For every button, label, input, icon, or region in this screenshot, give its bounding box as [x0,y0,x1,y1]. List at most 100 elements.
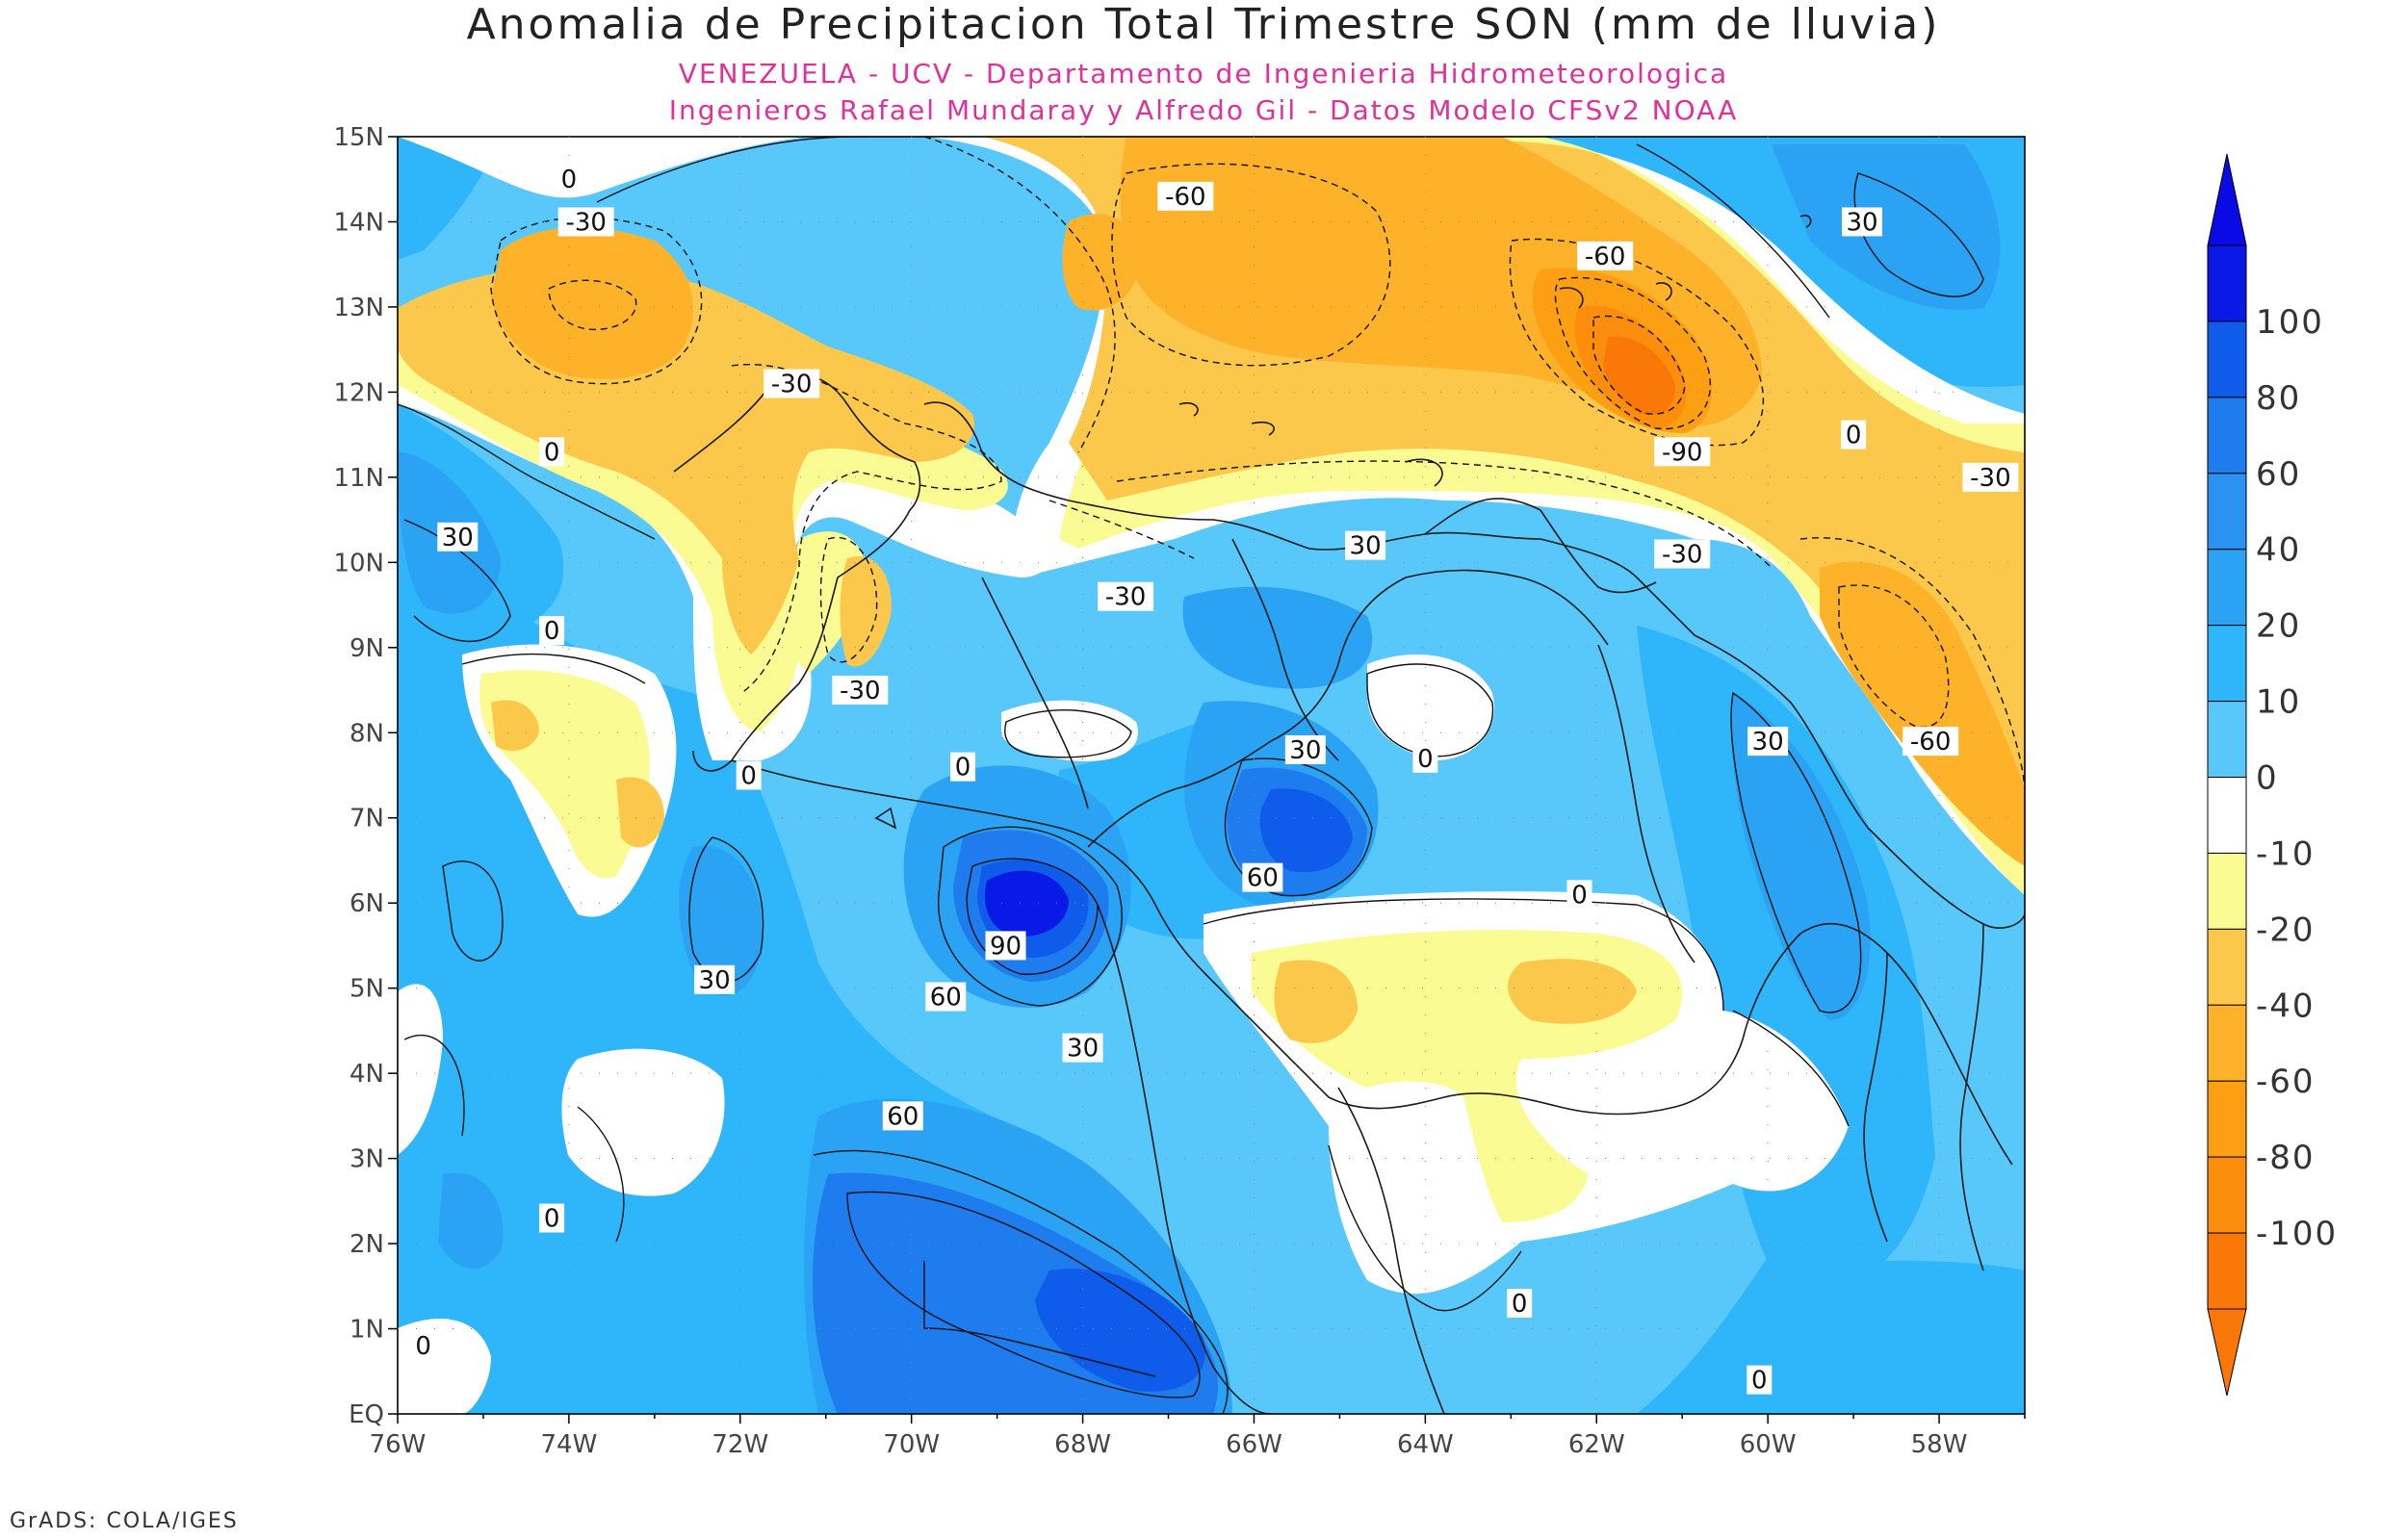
colorbar-label: -80 [2256,1139,2316,1177]
contour-label-bg [410,1331,436,1361]
contour-label: -30 [565,208,606,237]
colorbar-label: 100 [2256,303,2324,342]
colorbar-swatch [2207,549,2247,627]
lon-tick-label: 58W [1911,1430,1968,1459]
contour-label-bg [437,522,479,552]
colorbar-swatch [2207,625,2247,703]
contour-label: -30 [1970,464,2010,493]
contour-label-bg [882,1101,923,1131]
colorbar-swatch [2207,1080,2247,1158]
contour-label: -30 [1662,540,1702,569]
contour-label-bg [1098,581,1154,611]
lon-tick-label: 72W [712,1430,768,1459]
contour-label-bg [1345,530,1386,560]
contour-label-bg [1747,727,1789,757]
lat-tick-label: 9N [349,634,384,663]
contour-label-bg [556,165,582,194]
contour-label: 60 [887,1102,919,1131]
lat-tick-label: 12N [333,378,384,407]
contour-label-bg [832,676,889,706]
map-title: Anomalia de Precipitacion Total Trimestr… [466,0,1941,49]
lat-tick-label: 3N [349,1145,384,1174]
contour-label: -90 [1662,438,1702,467]
contour-label: 0 [415,1332,431,1361]
plot-frame [397,136,2026,1415]
contour-labels: 0 -30 -60 -60 30 -30 0 -90 0 -30 30 30 -30 -30 0 -30 30 -… [410,165,2019,1396]
colorbar-swatch [2207,321,2247,398]
contour-label: 0 [1571,881,1588,910]
colorbar-under-arrow [2207,1308,2247,1397]
lon-tick-label: 66W [1226,1430,1282,1459]
contour-label: 0 [1751,1367,1768,1396]
contour-label-bg [694,964,736,994]
contour-label-bg [539,1203,565,1233]
grads-credit: GrADS: COLA/IGES [10,1509,239,1533]
colorbar-label: -100 [2256,1215,2338,1253]
contour-label-bg [539,616,565,646]
lat-tick-label: 1N [349,1316,384,1345]
contour-label-bg [539,437,565,467]
colorbar-swatch [2207,1232,2247,1310]
contour-label: -60 [1585,243,1625,271]
subtitle-line-2: Ingenieros Rafael Mundaray y Alfredo Gil… [668,94,1739,126]
contour-label-bg [1902,727,1959,757]
contour-label-bg [557,207,614,237]
colorbar-swatch [2207,397,2247,475]
colorbar-label: 20 [2256,607,2301,646]
contour-label: 30 [1752,728,1784,757]
lat-tick-label: 4N [349,1060,384,1089]
colorbar-label: -40 [2256,987,2316,1025]
colorbar-label: 60 [2256,455,2301,494]
contour-label-bg [1566,880,1592,910]
colorbar-swatch [2207,852,2247,930]
contour-label: 0 [1846,422,1862,450]
contour-label-bg [1284,734,1326,764]
contour-label: 30 [1846,208,1877,237]
lat-tick-label: 8N [349,719,384,748]
contour-label-bg [985,931,1026,961]
contour-label: 0 [1512,1290,1528,1319]
colorbar-swatch [2207,1156,2247,1234]
contour-label: 0 [544,617,560,646]
contour-label: 0 [740,762,757,791]
colorbar-swatch [2207,1004,2247,1082]
contour-label-bg [1577,241,1634,270]
lon-tick-label: 60W [1740,1430,1797,1459]
subtitle-line-1: VENEZUELA - UCV - Departamento de Ingeni… [678,58,1729,90]
lat-tick-label: 15N [333,123,384,152]
colorbar-over-arrow [2207,153,2247,246]
contour-label: 30 [442,524,474,552]
lon-tick-label: 74W [540,1430,597,1459]
contour-label-bg [1242,862,1283,892]
longitude-axis: 76W 74W 72W 70W 68W 66W 64W 62W 60W 58W [370,137,2026,1459]
colorbar-label: 0 [2256,759,2279,798]
contour-label: -30 [771,371,812,399]
contour-lines [398,137,1984,1414]
colorbar-swatch [2207,701,2247,778]
contour-label-bg [1654,437,1711,467]
lat-tick-label: 13N [333,294,384,322]
contour-label: -60 [1910,728,1951,757]
contour-label: 0 [955,754,971,783]
contour-label: 30 [699,966,731,995]
colorbar-label: 10 [2256,683,2301,722]
contour-label-bg [950,752,976,782]
lat-tick-label: 7N [349,805,384,834]
colorbar-label: -10 [2256,834,2316,873]
contour-label-bg [1841,420,1867,449]
contour-label: 60 [930,984,962,1013]
lat-tick-label: 10N [333,549,384,578]
colorbar-swatch [2207,928,2247,1006]
contour-label-bg [1412,743,1438,773]
lat-tick-label: EQ [349,1400,384,1429]
lon-tick-label: 62W [1568,1430,1625,1459]
contour-label-bg [1962,462,2019,492]
lon-tick-label: 68W [1054,1430,1111,1459]
contour-label: 0 [1417,745,1434,774]
contour-label: 60 [1247,864,1279,893]
contour-label: 0 [561,166,578,194]
lon-tick-label: 64W [1397,1430,1454,1459]
colorbar-label: 40 [2256,531,2301,570]
